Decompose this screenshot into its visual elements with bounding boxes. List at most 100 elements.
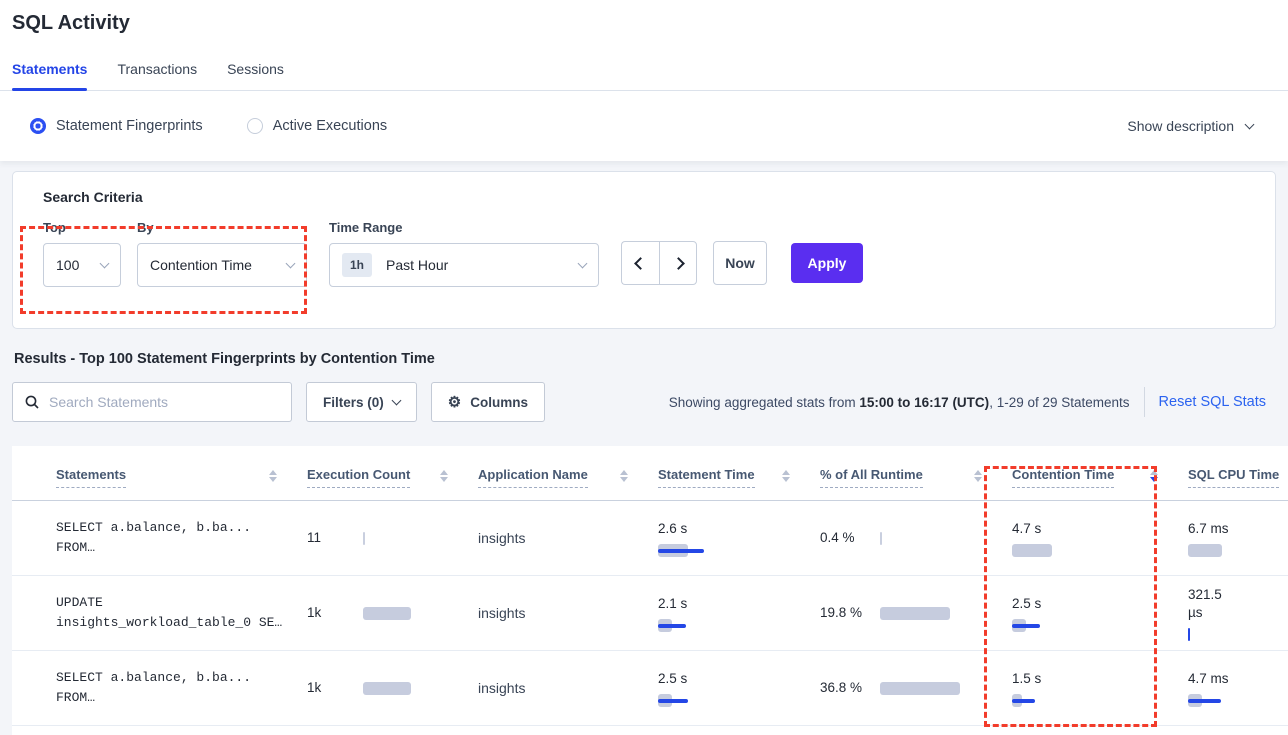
show-description-toggle[interactable]: Show description [1127,118,1255,134]
statement-cell[interactable]: UPDATE insights_workload_table_0 SE… [56,595,283,630]
stats-time-range: 15:00 to 16:17 (UTC) [859,394,990,410]
contention-time-cell: 2.5 s [1012,595,1188,632]
runtime-percent-cell: 36.8 % [820,679,1012,697]
tab-transactions[interactable]: Transactions [117,61,198,77]
application-name-cell: insights [478,680,526,696]
tab-bar: Statements Transactions Sessions [12,61,284,91]
filters-button[interactable]: Filters (0) [306,382,417,422]
time-range-value: Past Hour [386,257,449,273]
runtime-percent-cell: 0.4 % [820,529,1012,547]
apply-button[interactable]: Apply [791,243,863,283]
sql-cpu-time-cell: 6.7 ms [1188,520,1288,557]
chevron-down-icon [285,258,296,268]
chevron-down-icon [391,395,402,405]
sort-icon[interactable] [269,470,277,482]
by-field: By Contention Time [137,220,329,287]
table-body: SELECT a.balance, b.ba... FROM… 11 insigh… [12,501,1288,726]
table-row[interactable]: UPDATE insights_workload_table_0 SE… 1k i… [12,576,1288,651]
contention-time-cell: 4.7 s [1012,520,1188,557]
page-header: SQL Activity Statements Transactions Sessi… [0,0,1288,91]
column-header: Execution Count [307,446,478,500]
execution-count-cell: 1k [307,604,478,622]
filters-label: Filters (0) [323,394,384,410]
radio-icon [30,118,46,134]
sort-icon[interactable] [1150,470,1158,482]
top-select-value: 100 [56,257,80,273]
reset-sql-stats-link[interactable]: Reset SQL Stats [1158,394,1266,410]
top-label: Top [43,220,66,235]
column-header-label[interactable]: Statement Time [658,467,755,488]
column-header: Contention Time [1012,446,1188,500]
content-area: Search Criteria Top 100 By Contention Ti… [0,161,1288,735]
application-name-cell: insights [478,605,526,621]
aggregated-stats-note: Showing aggregated stats from 15:00 to 1… [668,394,1130,410]
search-criteria-card: Search Criteria Top 100 By Contention Ti… [12,171,1276,329]
next-time-button[interactable] [659,241,697,285]
statement-cell[interactable]: SELECT a.balance, b.ba... FROM… [56,520,252,555]
by-select[interactable]: Contention Time [137,243,307,287]
tab-sessions[interactable]: Sessions [227,61,284,77]
time-range-label: Time Range [329,220,403,235]
search-statements-input[interactable] [49,394,279,410]
divider [1143,387,1145,417]
column-header-label[interactable]: Statements [56,467,127,488]
view-radio-option[interactable]: Active Executions [246,118,387,134]
statement-time-cell: 2.1 s [658,595,820,632]
statements-table: Statements Execution Count Application N… [12,446,1288,735]
column-header: Statements [42,446,307,500]
chevron-left-icon [634,256,647,270]
now-button[interactable]: Now [713,241,767,285]
results-heading: Results - Top 100 Statement Fingerprints… [14,351,435,367]
page-title: SQL Activity [12,12,130,34]
by-select-value: Contention Time [150,257,252,273]
sort-icon[interactable] [440,470,448,482]
contention-time-cell: 1.5 s [1012,670,1188,707]
column-header: Statement Time [658,446,820,500]
gear-icon: ⚙ [447,393,462,411]
table-row[interactable]: SELECT a.balance, b.ba... FROM… 1k insigh… [12,651,1288,726]
columns-button[interactable]: ⚙ Columns [430,382,545,422]
sql-cpu-time-cell: 321.5 µs [1188,586,1288,641]
column-header: % of All Runtime [820,446,1012,500]
sort-icon[interactable] [974,470,982,482]
sort-icon[interactable] [782,470,790,482]
column-header-label[interactable]: Application Name [478,467,588,488]
previous-time-button[interactable] [621,241,659,285]
chevron-down-icon [577,258,588,268]
top-select[interactable]: 100 [43,243,121,287]
results-toolbar: Filters (0) ⚙ Columns Showing aggregated… [12,382,1276,422]
column-header-label[interactable]: SQL CPU Time [1188,467,1280,488]
time-range-field: Time Range 1h Past Hour [329,220,621,287]
chevron-down-icon [99,258,110,268]
view-toggle-bar: Statement Fingerprints Active Executions… [0,91,1288,161]
radio-icon [246,118,263,134]
show-description-label: Show description [1127,118,1234,134]
column-header: SQL CPU Time [1188,446,1288,500]
execution-count-cell: 11 [307,529,478,547]
time-range-select[interactable]: 1h Past Hour [329,243,599,287]
by-label: By [137,220,154,235]
application-name-cell: insights [478,530,526,546]
search-icon [25,395,39,409]
sort-icon[interactable] [620,470,628,482]
column-header-label[interactable]: Contention Time [1012,467,1115,488]
execution-count-cell: 1k [307,679,478,697]
time-range-badge: 1h [342,253,373,277]
search-criteria-title: Search Criteria [43,189,143,205]
table-row[interactable]: SELECT a.balance, b.ba... FROM… 11 insigh… [12,501,1288,576]
column-header-label[interactable]: Execution Count [307,467,411,488]
view-radio-option[interactable]: Statement Fingerprints [30,118,203,134]
tab-statements[interactable]: Statements [12,61,88,91]
columns-label: Columns [470,394,528,410]
chevron-down-icon [1244,119,1255,129]
column-header: Application Name [478,446,658,500]
statement-cell[interactable]: SELECT a.balance, b.ba... FROM… [56,670,252,705]
top-field: Top 100 [43,220,137,287]
time-step-buttons [621,241,697,285]
runtime-percent-cell: 19.8 % [820,604,1012,622]
column-header-label[interactable]: % of All Runtime [820,467,923,488]
statement-time-cell: 2.5 s [658,670,820,707]
view-radio-group: Statement Fingerprints Active Executions [30,118,387,134]
table-header-row: Statements Execution Count Application N… [12,446,1288,501]
